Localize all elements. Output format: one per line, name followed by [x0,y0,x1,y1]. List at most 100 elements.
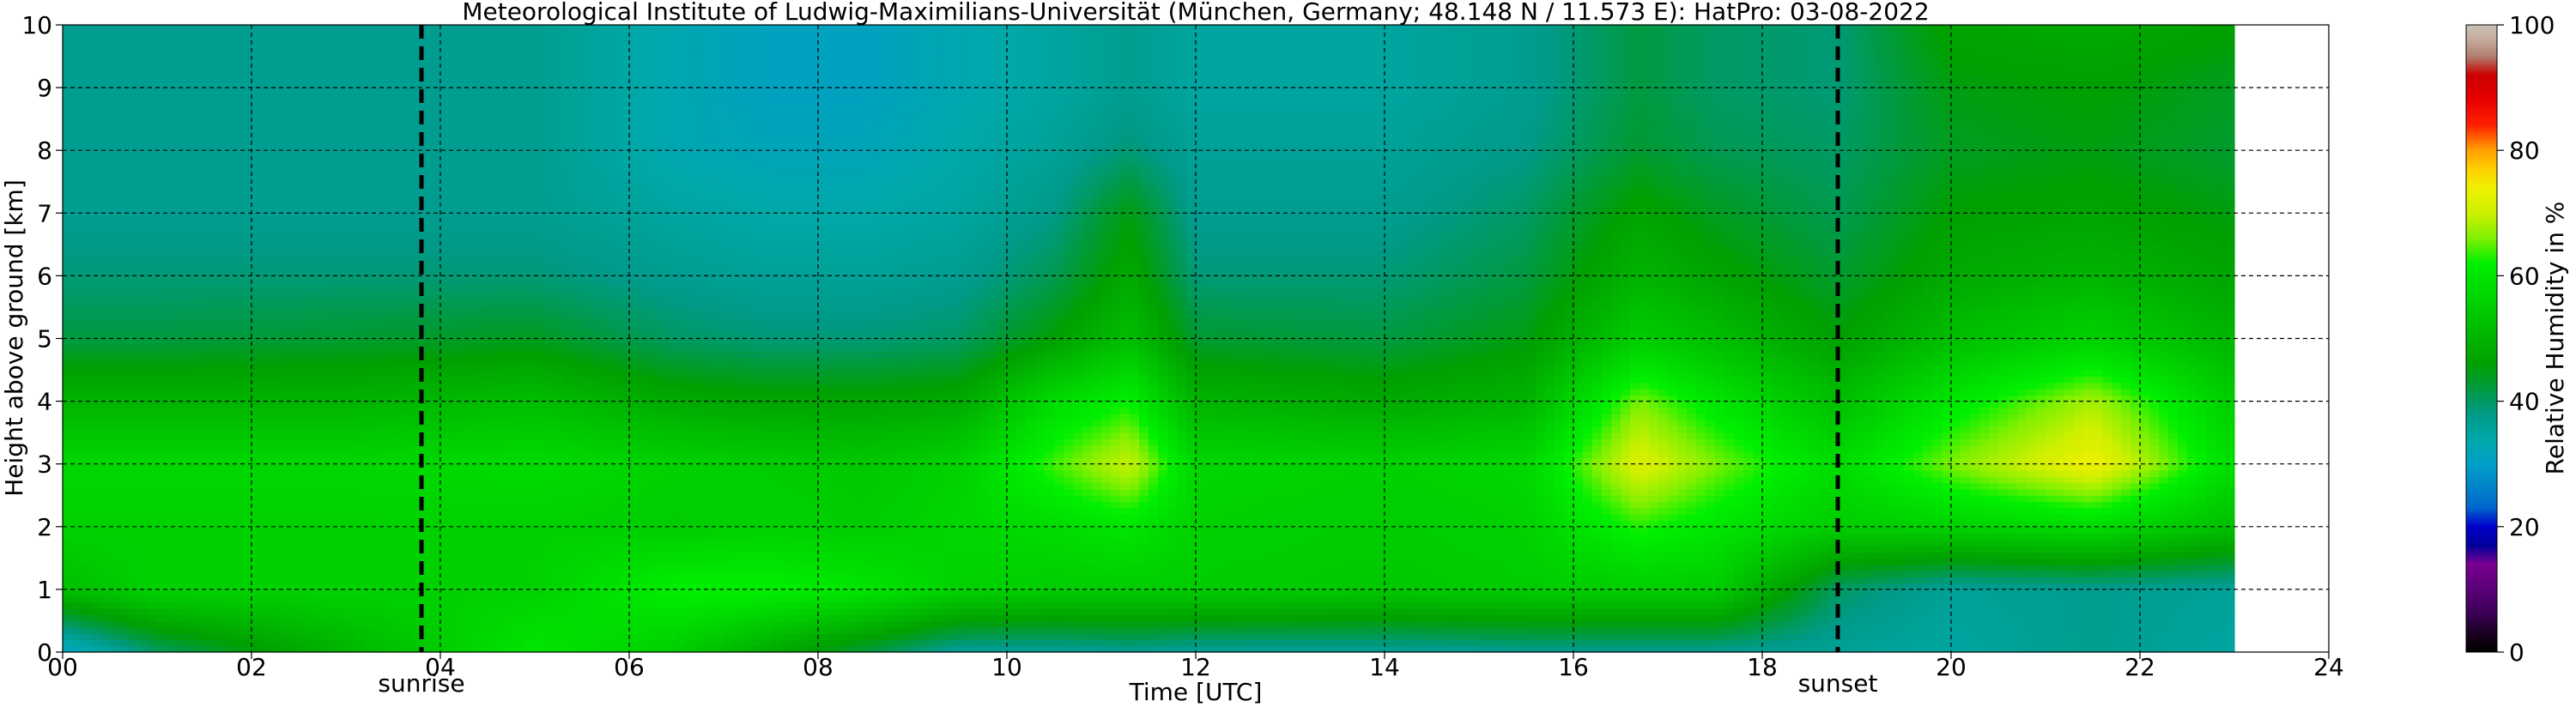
heatmap-cell [440,633,451,640]
heatmap-cell [318,520,328,528]
heatmap-cell [233,570,243,577]
heatmap-cell [100,88,111,95]
heatmap-cell [459,206,470,214]
heatmap-cell [346,238,356,245]
heatmap-cell [516,626,526,634]
heatmap-cell [478,150,488,158]
heatmap-cell [412,476,422,484]
heatmap-cell [308,507,318,515]
heatmap-cell [365,69,375,76]
heatmap-cell [233,476,243,484]
heatmap-cell [440,137,451,145]
heatmap-cell [403,181,413,189]
heatmap-cell [365,306,375,314]
heatmap-cell [214,363,224,371]
heatmap-cell [450,338,460,346]
heatmap-cell [488,251,498,258]
heatmap-cell [431,614,441,622]
heatmap-cell [506,43,517,51]
heatmap-cell [214,300,224,308]
heatmap-cell [242,106,252,113]
heatmap-cell [176,188,186,195]
heatmap-cell [431,275,441,283]
heatmap-cell [100,382,111,390]
heatmap-cell [506,457,517,465]
heatmap-cell [459,281,470,289]
heatmap-cell [72,300,82,308]
heatmap-cell [252,257,262,264]
heatmap-cell [119,476,130,484]
heatmap-cell [176,601,186,609]
heatmap-cell [450,601,460,609]
heatmap-cell [261,363,271,371]
heatmap-cell [280,81,290,88]
heatmap-cell [148,269,158,276]
heatmap-cell [138,150,148,158]
heatmap-cell [318,200,328,208]
heatmap-cell [525,470,536,477]
heatmap-cell [110,338,120,346]
heatmap-cell [204,206,215,214]
heatmap-cell [119,188,130,195]
heatmap-cell [185,539,196,547]
heatmap-cell [478,382,488,390]
heatmap-cell [204,426,215,433]
heatmap-cell [525,357,536,365]
heatmap-cell [431,225,441,233]
heatmap-cell [261,407,271,414]
heatmap-cell [289,118,300,126]
heatmap-cell [100,520,111,528]
heatmap-cell [72,213,82,221]
heatmap-cell [270,206,281,214]
heatmap-cell [393,552,403,559]
heatmap-cell [336,62,347,69]
heatmap-cell [488,463,498,471]
heatmap-cell [355,457,366,465]
heatmap-cell [336,533,347,541]
heatmap-cell [129,407,139,414]
heatmap-cell [72,225,82,233]
heatmap-cell [204,263,215,270]
heatmap-cell [82,338,92,346]
heatmap-cell [365,281,375,289]
heatmap-cell [261,501,271,509]
heatmap-cell [488,232,498,239]
heatmap-cell [233,62,243,69]
heatmap-cell [299,275,309,283]
heatmap-cell [63,188,73,195]
heatmap-cell [516,457,526,465]
heatmap-cell [308,626,318,634]
heatmap-cell [82,325,92,333]
heatmap-cell [459,607,470,615]
heatmap-cell [384,344,394,352]
heatmap-cell [525,401,536,408]
heatmap-cell [374,520,385,528]
heatmap-cell [299,313,309,321]
heatmap-cell [440,363,451,371]
heatmap-cell [214,558,224,565]
heatmap-cell [365,601,375,609]
heatmap-cell [421,463,432,471]
heatmap-cell [252,514,262,522]
heatmap-cell [233,200,243,208]
heatmap-cell [110,344,120,352]
heatmap-cell [421,118,432,126]
heatmap-cell [82,263,92,270]
heatmap-cell [119,620,130,628]
heatmap-cell [176,414,186,421]
heatmap-cell [167,219,177,227]
heatmap-cell [185,501,196,509]
heatmap-cell [525,56,536,63]
heatmap-cell [403,420,413,427]
heatmap-cell [242,414,252,421]
heatmap-cell [223,344,233,352]
heatmap-cell [327,552,337,559]
heatmap-cell [129,463,139,471]
heatmap-cell [299,31,309,39]
heatmap-cell [506,533,517,541]
heatmap-cell [72,156,82,164]
heatmap-cell [100,626,111,634]
heatmap-cell [223,432,233,440]
heatmap-cell [412,488,422,496]
heatmap-cell [261,482,271,490]
